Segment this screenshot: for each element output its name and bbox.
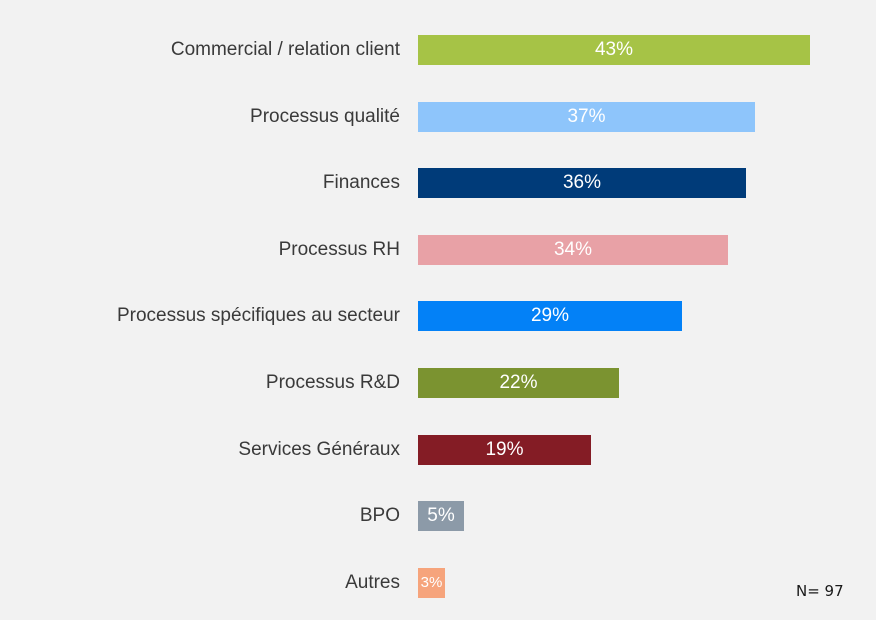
bar: 29% bbox=[418, 301, 682, 331]
bar: 34% bbox=[418, 235, 728, 265]
bar: 19% bbox=[418, 435, 591, 465]
bar-value-label: 43% bbox=[594, 39, 634, 60]
bar: 22% bbox=[418, 368, 619, 398]
bar-value-label: 36% bbox=[562, 172, 602, 193]
bar-value-label: 5% bbox=[427, 505, 455, 526]
category-label: Autres bbox=[345, 572, 400, 593]
bar: 37% bbox=[418, 102, 755, 132]
bar-value-label: 34% bbox=[553, 239, 593, 260]
category-label: Processus qualité bbox=[250, 106, 400, 127]
category-label: Services Généraux bbox=[238, 439, 400, 460]
category-label: Processus R&D bbox=[265, 372, 400, 393]
bar: 3% bbox=[418, 568, 445, 598]
sample-size-note: N= 97 bbox=[796, 582, 844, 600]
bar-value-label: 29% bbox=[530, 305, 570, 326]
category-label: BPO bbox=[359, 505, 400, 526]
bar-value-label: 22% bbox=[499, 372, 538, 393]
category-label: Processus spécifiques au secteur bbox=[116, 305, 400, 326]
category-label: Processus RH bbox=[278, 239, 400, 260]
bar: 5% bbox=[418, 501, 464, 531]
bar: 43% bbox=[418, 35, 810, 65]
category-label: Commercial / relation client bbox=[170, 39, 400, 60]
category-label: Finances bbox=[322, 172, 400, 193]
bar-value-label: 3% bbox=[420, 574, 443, 591]
bar-value-label: 19% bbox=[485, 439, 524, 460]
bar: 36% bbox=[418, 168, 746, 198]
bar-value-label: 37% bbox=[567, 106, 606, 127]
